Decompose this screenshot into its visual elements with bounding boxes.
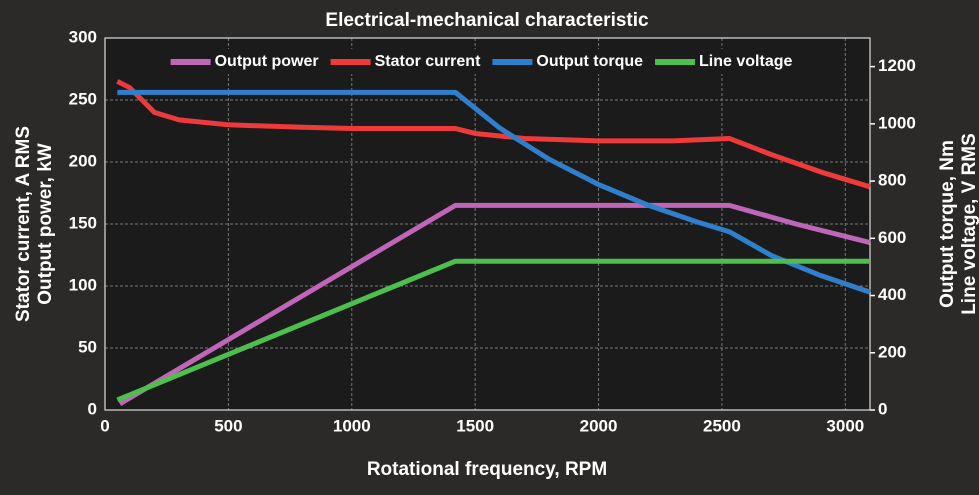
y2-axis-title: Output torque, Nm bbox=[937, 140, 958, 308]
y2-tick-label: 1000 bbox=[878, 113, 916, 132]
x-tick-label: 500 bbox=[214, 416, 242, 435]
legend-label: Output torque bbox=[536, 53, 643, 70]
x-tick-label: 2500 bbox=[703, 416, 741, 435]
y2-tick-label: 0 bbox=[878, 399, 887, 418]
y2-tick-label: 1200 bbox=[878, 56, 916, 75]
y-tick-label: 150 bbox=[69, 213, 97, 232]
series-line bbox=[116, 79, 871, 190]
y-tick-label: 100 bbox=[69, 275, 97, 294]
series-line bbox=[116, 258, 870, 403]
y-tick-label: 250 bbox=[69, 89, 97, 108]
y-tick-label: 200 bbox=[69, 151, 97, 170]
legend-label: Output power bbox=[215, 53, 319, 70]
legend-label: Stator current bbox=[375, 53, 481, 70]
x-tick-label: 2000 bbox=[580, 416, 618, 435]
y2-tick-label: 400 bbox=[878, 285, 906, 304]
plot-border bbox=[104, 37, 871, 411]
x-tick-label: 3000 bbox=[826, 416, 864, 435]
y2-tick-label: 600 bbox=[878, 228, 906, 247]
x-tick-label: 1500 bbox=[456, 416, 494, 435]
legend-box bbox=[166, 49, 805, 74]
y2-tick-label: 800 bbox=[878, 171, 906, 190]
y-tick-label: 50 bbox=[78, 337, 97, 356]
y-tick-label: 0 bbox=[88, 399, 97, 418]
y2-axis-title: Line voltage, V RMS bbox=[959, 133, 979, 315]
series-line bbox=[118, 202, 871, 406]
y-axis-title: Stator current, A RMS bbox=[13, 126, 34, 322]
y-tick-label: 300 bbox=[69, 27, 97, 46]
x-tick-label: 1000 bbox=[333, 416, 371, 435]
y-axis-title: Output power, kW bbox=[35, 143, 56, 305]
x-axis-title: Rotational frequency, RPM bbox=[367, 459, 607, 480]
chart-title: Electrical-mechanical characteristic bbox=[325, 10, 649, 31]
y2-tick-label: 200 bbox=[878, 342, 906, 361]
legend-label: Line voltage bbox=[699, 53, 792, 70]
x-tick-label: 0 bbox=[100, 416, 109, 435]
